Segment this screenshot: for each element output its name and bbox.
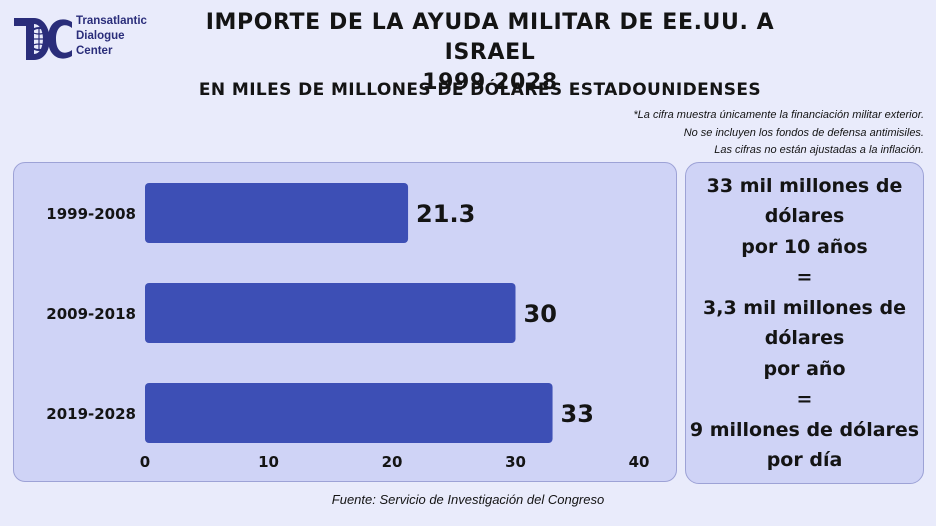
- bar-chart: 1999-2008 21.3 2009-2018 30 2019-2028 33 0 10 20…: [46, 183, 650, 471]
- summary-panel: 33 mil millones de dólares por 10 años =…: [685, 162, 924, 484]
- page-title: IMPORTE DE LA AYUDA MILITAR DE EE.UU. A …: [170, 8, 810, 98]
- bar: [145, 183, 409, 243]
- logo-mark-icon: [14, 18, 72, 60]
- category-label: 1999-2008: [46, 205, 136, 223]
- title-line: IMPORTE DE LA AYUDA MILITAR DE EE.UU. A …: [205, 10, 775, 65]
- bar: [145, 383, 553, 443]
- summary-line: por año: [763, 357, 846, 380]
- bar: [145, 283, 516, 343]
- summary-text: 33 mil millones de dólares por 10 años =…: [690, 171, 919, 476]
- title-years: 1999 2028: [422, 70, 558, 95]
- note-line: Las cifras no están ajustadas a la infla…: [714, 144, 924, 156]
- source-note: Fuente: Servicio de Investigación del Co…: [331, 492, 605, 507]
- category-label: 2009-2018: [46, 305, 136, 323]
- note-line: No se incluyen los fondos de defensa ant…: [683, 126, 924, 139]
- x-tick-label: 30: [505, 453, 526, 471]
- logo-line: Transatlantic: [76, 15, 147, 27]
- note-line: *La cifra muestra únicamente la financia…: [633, 109, 924, 121]
- x-tick-label: 10: [258, 453, 279, 471]
- data-label: 33: [561, 400, 594, 428]
- x-tick-label: 40: [629, 453, 650, 471]
- footnotes: *La cifra muestra únicamente la financia…: [633, 107, 924, 160]
- summary-line: =: [796, 266, 813, 288]
- logo-text: Transatlantic Dialogue Center: [76, 14, 147, 59]
- summary-line: dólares: [764, 327, 845, 349]
- summary-line: por día: [766, 449, 843, 471]
- data-label: 21.3: [416, 200, 475, 228]
- summary-line: por 10 años: [741, 235, 868, 258]
- logo: Transatlantic Dialogue Center: [12, 12, 147, 68]
- page-subtitle: EN MILES DE MILLONES DE DÓLARES ESTADOUN…: [198, 80, 762, 100]
- summary-line: 33 mil millones de: [706, 174, 903, 197]
- summary-line: dólares: [764, 205, 845, 227]
- logo-line: Center: [76, 45, 113, 57]
- summary-line: 9 millones de dólares: [689, 418, 920, 441]
- category-label: 2019-2028: [46, 405, 136, 423]
- data-label: 30: [524, 300, 557, 328]
- x-tick-label: 20: [382, 453, 403, 471]
- summary-line: =: [796, 388, 813, 410]
- summary-line: 3,3 mil millones de: [703, 296, 906, 319]
- logo-line: Dialogue: [76, 30, 125, 42]
- x-tick-label: 0: [140, 453, 150, 471]
